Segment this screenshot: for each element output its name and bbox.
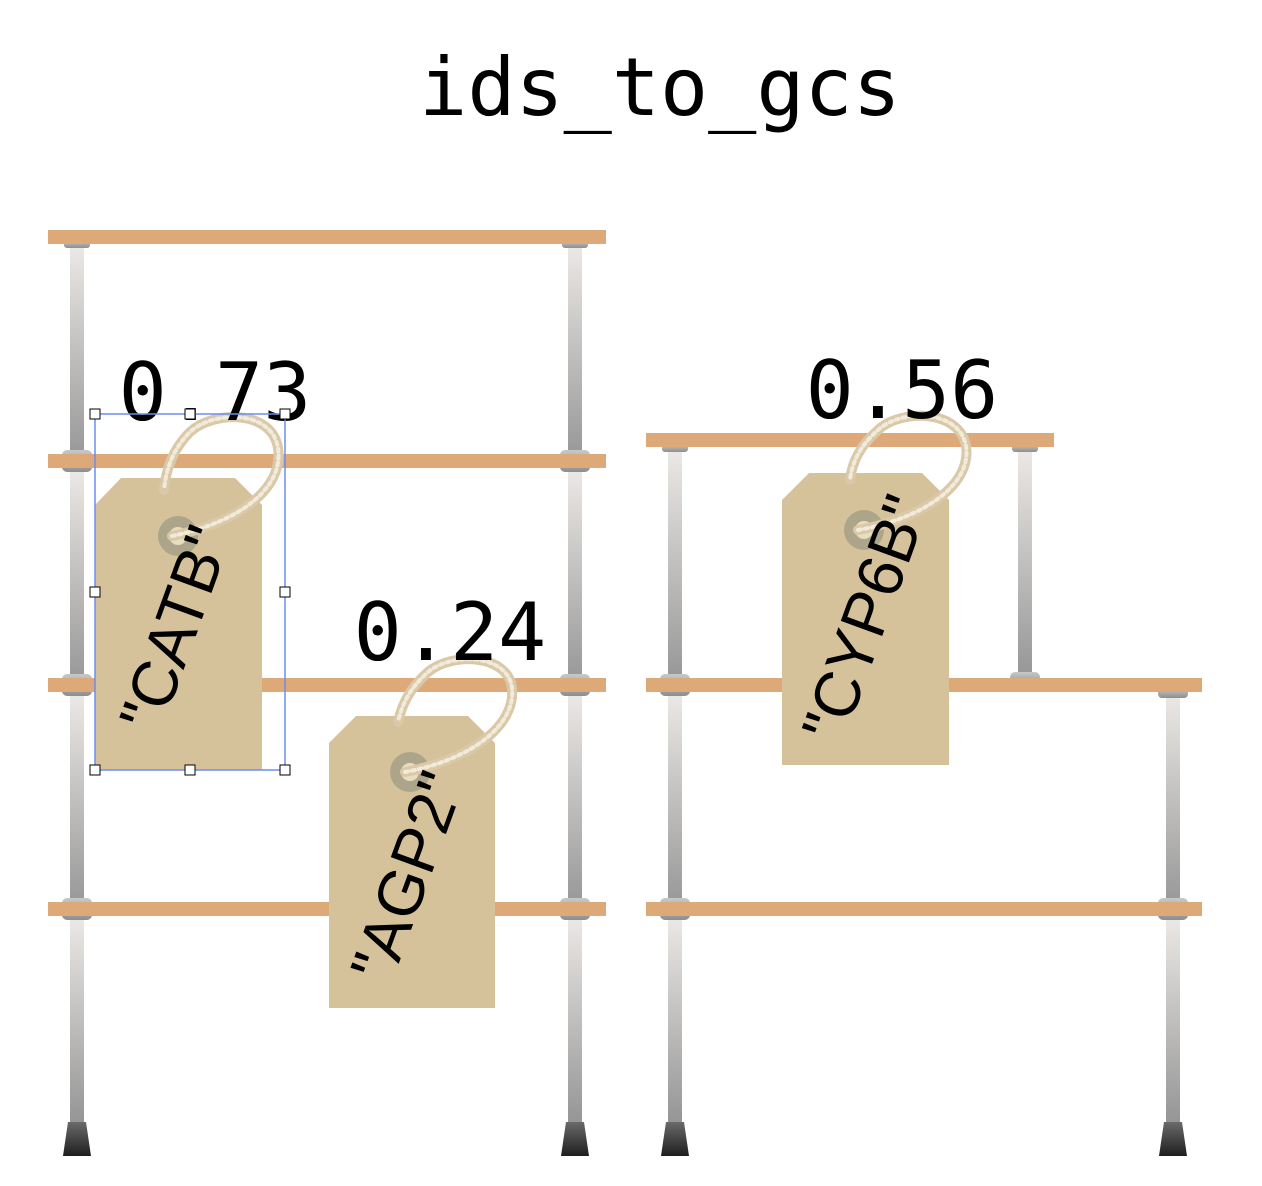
resize-handle[interactable] bbox=[89, 764, 101, 776]
tag-body bbox=[95, 478, 262, 770]
tag-item-agp2[interactable]: "AGP2" 0.24 bbox=[329, 586, 546, 1008]
resize-handle[interactable] bbox=[279, 408, 291, 420]
tag-value: 0.24 bbox=[354, 586, 547, 679]
tag-item-cyp6b[interactable]: "CYP6B" 0.56 bbox=[782, 344, 998, 765]
resize-handle[interactable] bbox=[89, 408, 101, 420]
shelf-plank bbox=[48, 230, 606, 244]
resize-handle[interactable] bbox=[279, 586, 291, 598]
tag-item-catb[interactable]: "CATB" 0.73 bbox=[95, 346, 311, 770]
selection-box[interactable] bbox=[89, 408, 291, 776]
shelf-plank bbox=[646, 902, 1202, 916]
tag-value: 0.73 bbox=[119, 346, 312, 439]
resize-handle[interactable] bbox=[184, 764, 196, 776]
shelf-plank bbox=[48, 902, 606, 916]
resize-handle[interactable] bbox=[89, 586, 101, 598]
resize-handle[interactable] bbox=[184, 408, 196, 420]
resize-handle[interactable] bbox=[279, 764, 291, 776]
tag-value: 0.56 bbox=[806, 344, 999, 437]
tag-body bbox=[782, 473, 949, 765]
shelf-plank bbox=[48, 454, 606, 468]
tag-body bbox=[329, 716, 495, 1008]
diagram-title: ids_to_gcs bbox=[419, 41, 901, 134]
shelf-plank bbox=[646, 433, 1054, 447]
